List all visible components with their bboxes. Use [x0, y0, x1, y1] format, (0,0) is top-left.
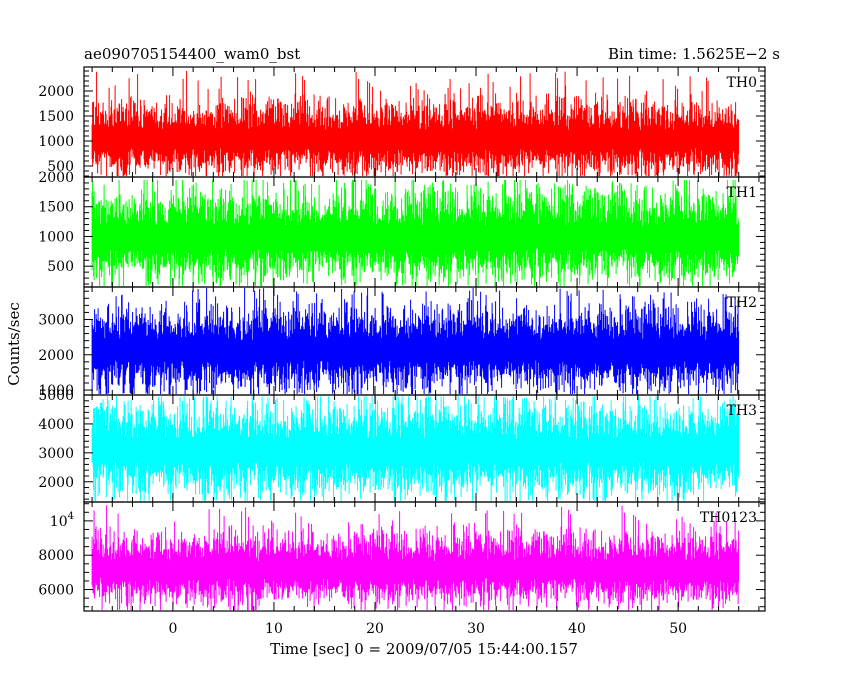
y-tick-label: 1500	[38, 200, 74, 216]
panel-th0123: 6000 8000 104 TH0123	[38, 501, 766, 612]
y-tick-label-power: 104	[50, 511, 74, 530]
y-tick-label: 2000	[38, 170, 74, 186]
y-tick-label: 6000	[38, 583, 74, 599]
x-axis: 0 10 20 30 40 50	[168, 621, 687, 637]
series-th2	[91, 288, 740, 394]
y-tick-label: 1000	[38, 134, 74, 150]
panel-label: TH2	[727, 295, 757, 311]
chart-title-left: ae090705154400_wam0_bst	[84, 45, 300, 63]
panels-group: 500 1000 1500 2000 TH0 500 1000 1500 2000 TH1 1000…	[38, 66, 766, 612]
y-tick-label: 3000	[38, 446, 74, 462]
panel-th2: 1000 2000 3000 TH2	[38, 286, 766, 399]
x-tick-label: 10	[265, 621, 283, 637]
x-tick-label: 0	[168, 621, 177, 637]
y-tick-label: 2000	[38, 475, 74, 491]
panel-label: TH1	[727, 185, 757, 201]
y-tick-label: 1000	[38, 383, 74, 399]
y-tick-label: 1000	[38, 229, 74, 245]
y-tick-label: 3000	[38, 312, 74, 328]
panel-th0: 500 1000 1500 2000 TH0	[38, 66, 766, 178]
x-axis-label: Time [sec] 0 = 2009/07/05 15:44:00.157	[270, 640, 578, 658]
y-tick-label: 1500	[38, 109, 74, 125]
y-axis-label: Counts/sec	[5, 302, 23, 386]
chart-title-right: Bin time: 1.5625E−2 s	[608, 45, 780, 63]
panel-th3: 2000 3000 4000 5000 TH3	[38, 388, 766, 503]
x-tick-label: 30	[467, 621, 485, 637]
series-th0	[91, 71, 740, 176]
panel-th1: 500 1000 1500 2000 TH1	[38, 170, 766, 288]
x-tick-label: 50	[669, 621, 687, 637]
y-tick-label: 8000	[38, 548, 74, 564]
y-tick-label: 500	[47, 159, 74, 175]
panel-label: TH3	[727, 403, 757, 419]
panel-label: TH0123	[700, 510, 757, 526]
y-tick-label: 2000	[38, 84, 74, 100]
y-tick-label: 500	[47, 259, 74, 275]
x-tick-label: 20	[366, 621, 384, 637]
series-th0123	[91, 505, 740, 610]
panel-frame	[83, 501, 766, 612]
series-th1	[91, 180, 740, 286]
panel-label: TH0	[727, 75, 757, 91]
y-tick-label: 5000	[38, 388, 74, 404]
series-th3	[91, 396, 740, 501]
y-tick-label: 4000	[38, 417, 74, 433]
y-tick-label: 2000	[38, 348, 74, 364]
x-tick-label: 40	[568, 621, 586, 637]
